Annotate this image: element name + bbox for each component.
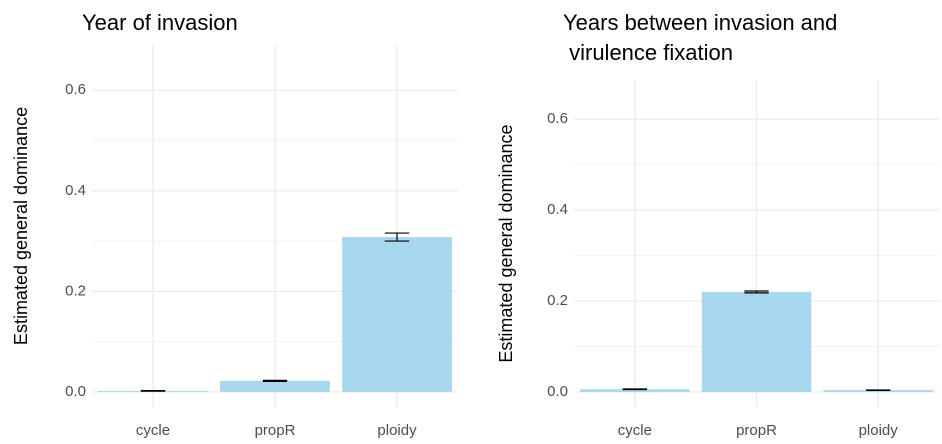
x-tick-label: ploidy <box>859 422 899 439</box>
error-bar <box>262 379 288 382</box>
y-axis-label: Estimated general dominance <box>496 124 516 362</box>
bar <box>823 390 933 392</box>
chart-title: Years between invasion and <box>563 10 837 35</box>
y-tick-label: 0.2 <box>547 292 568 309</box>
x-tick-label: cycle <box>136 422 170 439</box>
y-tick-label: 0.2 <box>65 282 86 299</box>
x-tick-label: propR <box>736 422 777 439</box>
y-tick-label: 0.0 <box>547 383 568 400</box>
bar <box>220 380 330 392</box>
x-tick-label: ploidy <box>377 422 417 439</box>
error-bar <box>384 232 410 242</box>
chart-title: Year of invasion <box>82 10 238 35</box>
y-tick-label: 0.0 <box>65 383 86 400</box>
y-tick-label: 0.4 <box>547 201 568 218</box>
y-tick-label: 0.6 <box>547 110 568 127</box>
y-tick-label: 0.4 <box>65 182 86 199</box>
bar <box>580 389 690 392</box>
error-bar <box>140 390 166 392</box>
error-bar <box>744 290 769 294</box>
bar <box>701 291 812 392</box>
chart-title: virulence fixation <box>563 40 733 65</box>
y-tick-label: 0.6 <box>65 81 86 98</box>
x-tick-label: cycle <box>618 422 652 439</box>
bar <box>342 237 452 392</box>
x-tick-label: propR <box>255 422 296 439</box>
y-axis-label: Estimated general dominance <box>11 107 31 345</box>
